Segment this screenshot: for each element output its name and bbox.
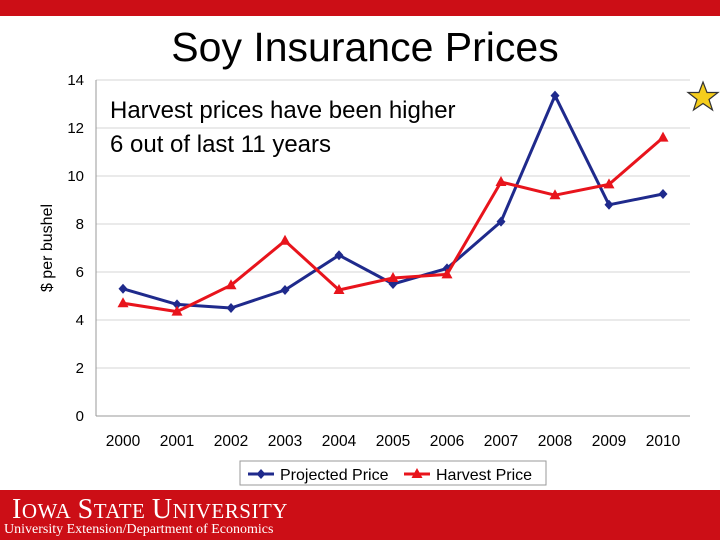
x-tick-label: 2001 [160, 433, 194, 450]
top-accent-bar [0, 0, 720, 16]
harvest-price-point [603, 178, 615, 189]
projected-price-point [604, 199, 614, 210]
x-tick-label: 2007 [484, 433, 518, 450]
x-tick-label: 2005 [376, 433, 410, 450]
y-tick-label: 4 [76, 312, 84, 329]
x-tick-label: 2008 [538, 433, 572, 450]
star-icon [686, 80, 720, 112]
y-tick-label: 10 [67, 168, 84, 185]
projected-price-point [658, 189, 668, 199]
department-name: University Extension/Department of Econo… [4, 522, 274, 537]
harvest-price-point [171, 305, 183, 316]
projected-price-point [226, 303, 236, 313]
harvest-price-point [117, 297, 129, 308]
harvest-price-point [225, 279, 237, 290]
slide-title: Soy Insurance Prices [171, 24, 559, 70]
x-tick-label: 2010 [646, 433, 681, 450]
legend-box [239, 460, 547, 486]
chart-annotation: 6 out of last 11 years [110, 131, 331, 158]
harvest-price-point [441, 268, 453, 279]
y-tick-label: 12 [67, 120, 84, 137]
x-tick-label: 2002 [214, 433, 248, 450]
y-tick-label: 6 [76, 264, 84, 281]
legend-label-projected-price: Projected Price [280, 467, 389, 484]
projected-price-point [550, 90, 560, 101]
projected-price-point [172, 299, 182, 310]
x-tick-label: 2000 [106, 433, 141, 450]
university-logo: IOWA STATE UNIVERSITY [12, 494, 288, 525]
y-tick-label: 0 [76, 408, 84, 425]
y-tick-label: 14 [67, 72, 84, 89]
projected-price-point [334, 250, 344, 261]
harvest-price-point [495, 176, 507, 186]
projected-price-point [118, 283, 128, 294]
legend-marker-harvest-price [411, 468, 423, 478]
harvest-price-point [333, 284, 345, 294]
chart-annotation: Harvest prices have been higher [110, 97, 456, 124]
x-tick-label: 2006 [430, 433, 464, 450]
plot-area [96, 80, 690, 416]
y-tick-label: 8 [76, 216, 84, 233]
x-tick-label: 2009 [592, 433, 626, 450]
x-tick-label: 2004 [322, 433, 357, 450]
line-chart: 0 2 4 6 8 10 12 14 2000 2001 2002 2003 2004 2005 2006 2… [39, 72, 690, 486]
harvest-price-point [279, 234, 291, 245]
y-tick-label: 2 [76, 360, 84, 377]
harvest-price-point [387, 272, 399, 282]
x-tick-label: 2003 [268, 433, 302, 450]
legend-label-harvest-price: Harvest Price [436, 467, 532, 484]
legend-marker-projected-price [256, 469, 266, 479]
projected-price-point [496, 216, 506, 227]
projected-price-point [280, 285, 290, 295]
y-axis-label: $ per bushel [39, 204, 56, 292]
harvest-price-point [549, 189, 561, 200]
harvest-price-point [657, 131, 669, 142]
footer-bar: IOWA STATE UNIVERSITY University Extensi… [0, 490, 720, 540]
